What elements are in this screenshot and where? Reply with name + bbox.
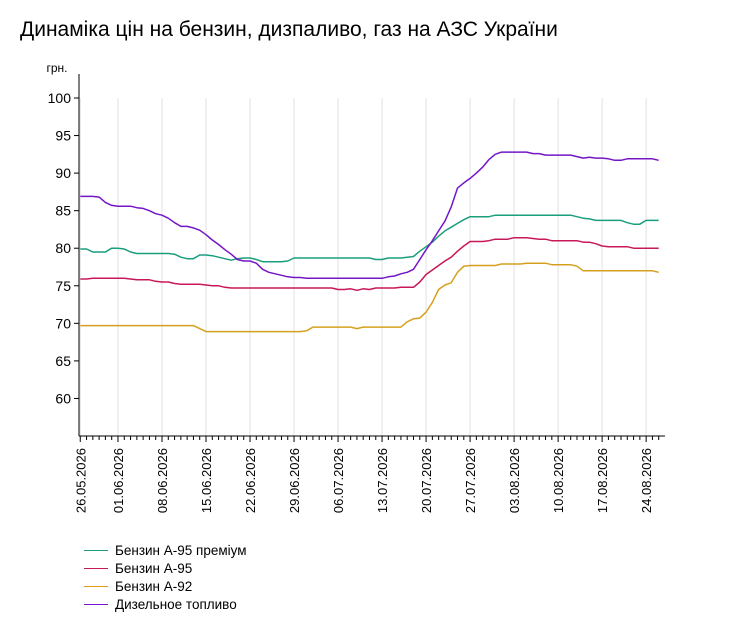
legend-label: Бензин А-92 [115,578,193,594]
series-line [80,236,659,292]
x-tick-label: 03.08.2026 [507,448,522,513]
legend-item: Бензин А-92 [84,577,247,595]
x-tick-label: 29.06.2026 [287,448,302,513]
x-tick-label: 15.06.2026 [199,448,214,513]
legend-swatch [84,567,108,569]
y-tick-label: 95 [55,128,71,144]
page-title: Динаміка цін на бензин, дизпаливо, газ н… [20,18,558,41]
legend-item: Бензин А-95 [84,559,247,577]
legend-label: Бензин А-95 преміум [115,542,247,558]
y-tick-label: 65 [55,353,71,369]
legend: Бензин А-95 преміум Бензин А-95 Бензин А-9… [84,541,247,613]
x-tick-label: 26.05.2026 [73,448,88,513]
legend-swatch [84,549,108,551]
y-tick-label: 100 [48,90,72,106]
x-tick-label: 22.06.2026 [243,448,258,513]
series-line [80,151,659,280]
y-axis-label: грн. [46,61,67,75]
x-tick-label: 27.07.2026 [463,448,478,513]
x-tick-label: 17.08.2026 [595,448,610,513]
y-tick-label: 70 [55,315,71,331]
x-tick-label: 06.07.2026 [331,448,346,513]
x-tick-label: 24.08.2026 [639,448,654,513]
x-tick-label: 01.06.2026 [111,448,126,513]
x-tick-label: 20.07.2026 [419,448,434,513]
x-tick-label: 08.06.2026 [155,448,170,513]
series-line [80,262,659,333]
legend-label: Бензин А-95 [115,560,193,576]
x-tick-label: 13.07.2026 [375,448,390,513]
series-lines [80,151,659,333]
x-tick-label: 10.08.2026 [551,448,566,513]
y-tick-label: 90 [55,165,71,181]
axes: грн. 60 65 70 75 80 85 90 95 100 26.05.2026 01.06.2… [46,61,665,513]
legend-swatch [84,585,108,587]
legend-swatch [84,603,108,605]
grid-lines [79,98,647,436]
y-tick-label: 60 [55,390,71,406]
legend-item: Бензин А-95 преміум [84,541,247,559]
y-tick-label: 75 [55,278,71,294]
y-tick-label: 85 [55,203,71,219]
y-tick-label: 80 [55,240,71,256]
legend-item: Дизельное топливо [84,595,247,613]
series-line [80,214,659,263]
legend-label: Дизельное топливо [115,596,237,612]
